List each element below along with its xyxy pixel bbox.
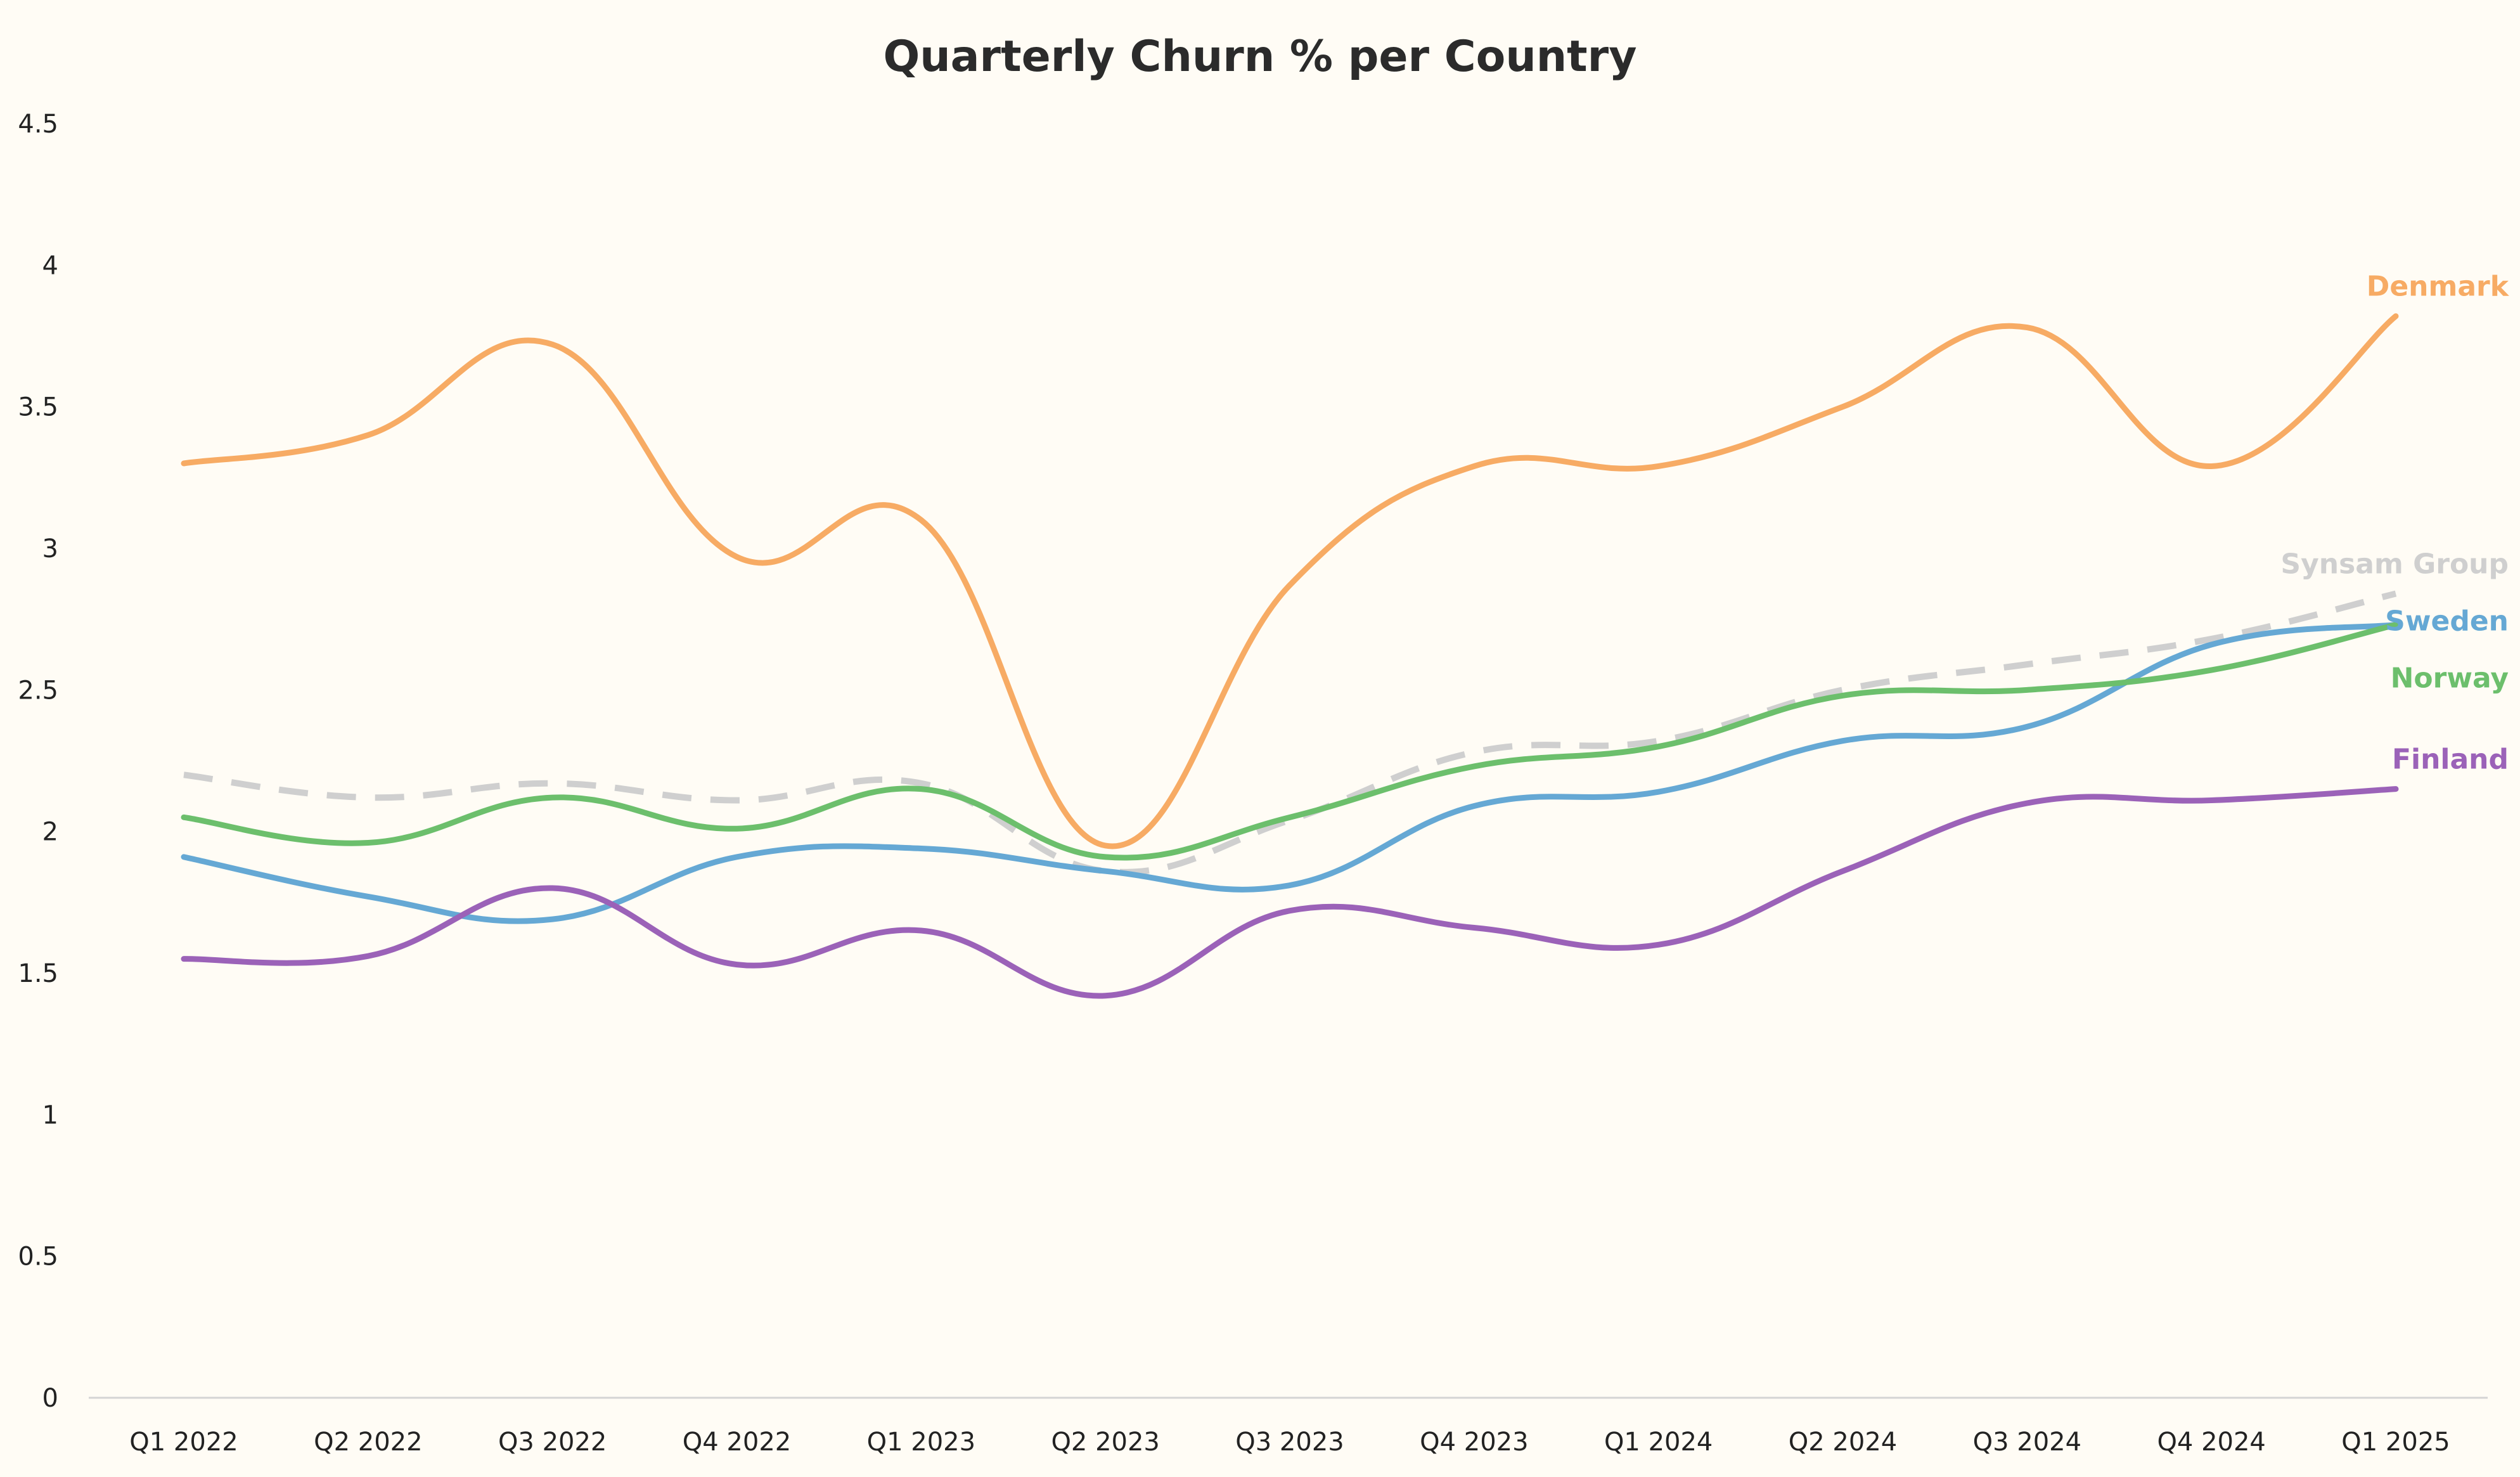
y-tick-label: 3.5 [18,393,58,422]
y-tick-label: 4.5 [18,110,58,139]
x-tick-label: Q2 2022 [314,1428,422,1457]
x-tick-label: Q1 2025 [2341,1428,2450,1457]
x-tick-label: Q2 2024 [1789,1428,1897,1457]
x-tick-label: Q4 2023 [1420,1428,1528,1457]
label-layer: Denmark Synsam Group Sweden Norway Finland [2280,271,2509,776]
y-tick-label: 2 [42,818,58,847]
x-tick-label: Q3 2022 [498,1428,607,1457]
series-label-sweden: Sweden [2385,605,2509,637]
x-tick-label: Q1 2022 [129,1428,238,1457]
y-tick-label: 0 [42,1384,58,1413]
x-tick-label: Q4 2024 [2157,1428,2265,1457]
y-tick-label: 2.5 [18,676,58,705]
y-tick-label: 4 [42,251,58,280]
y-tick-label: 1 [42,1100,58,1130]
series-line-denmark [181,313,2399,849]
series-line-synsam-group [183,590,2397,875]
x-tick-label: Q4 2022 [683,1428,791,1457]
series-label-synsam-group: Synsam Group [2280,548,2509,580]
x-tick-label: Q1 2024 [1604,1428,1713,1457]
series-label-finland: Finland [2392,744,2509,776]
series-label-norway: Norway [2391,662,2509,694]
axis-layer: 0 0.5 1 1.5 2 2.5 3 3.5 4 4.5 Q1 2022 Q2 2022 Q3 202… [18,110,2488,1457]
series-layer [181,313,2399,999]
y-tick-label: 0.5 [18,1242,58,1272]
series-line-finland [181,786,2399,999]
series-line-sweden [181,622,2399,924]
x-tick-label: Q3 2023 [1235,1428,1344,1457]
y-tick-label: 3 [42,534,58,564]
series-label-denmark: Denmark [2367,271,2510,303]
chart-title: Quarterly Churn % per Country [883,32,1636,82]
y-tick-label: 1.5 [18,959,58,988]
x-tick-label: Q1 2023 [867,1428,975,1457]
x-tick-label: Q2 2023 [1051,1428,1159,1457]
x-tick-label: Q3 2024 [1973,1428,2081,1457]
series-line-norway [181,622,2399,861]
